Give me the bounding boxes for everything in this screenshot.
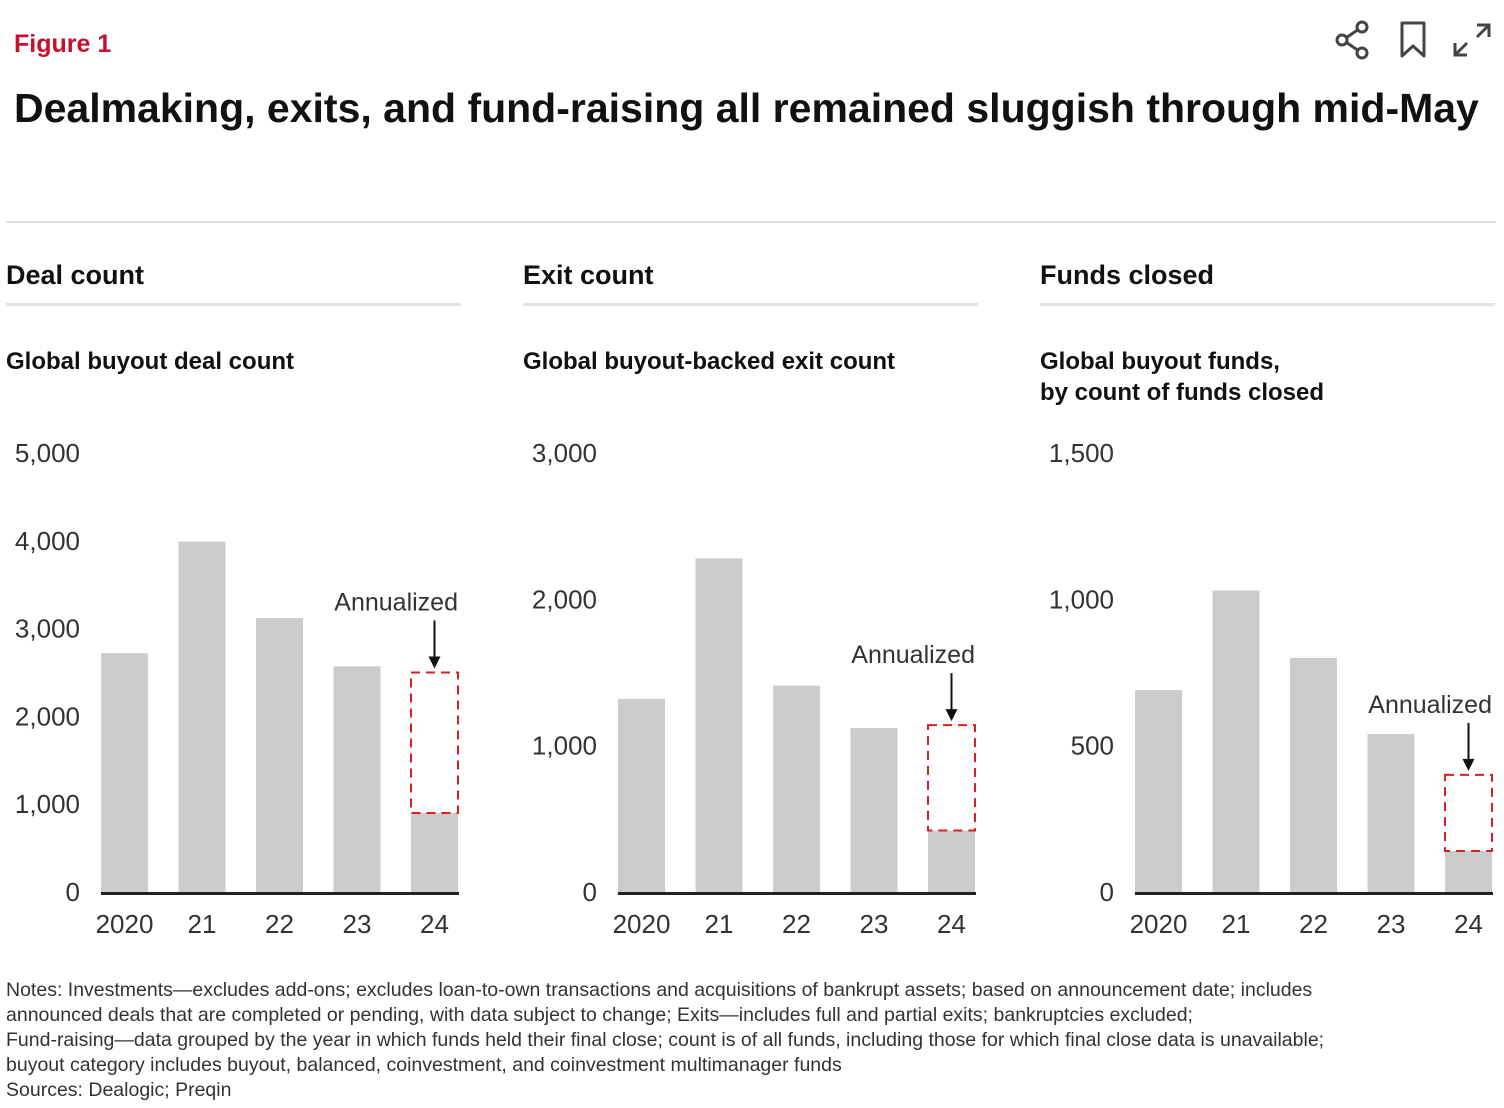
y-tick-label: 4,000	[15, 526, 80, 556]
annotation-label: Annualized	[851, 641, 975, 669]
panel-divider	[523, 303, 978, 306]
annualized-bar-outline	[410, 671, 459, 814]
notes-line: Fund-raising—data grouped by the year in…	[6, 1029, 1325, 1051]
chart-title-line-1: Global buyout funds,	[1040, 348, 1280, 375]
chart-title: Global buyout funds, by count of funds c…	[1040, 346, 1496, 408]
expand-button[interactable]	[1448, 16, 1496, 64]
panel-divider	[1040, 303, 1495, 306]
annualized-bar-outline	[1444, 773, 1493, 853]
bar-21	[178, 541, 226, 892]
y-tick-label: 3,000	[15, 614, 80, 644]
x-tick-label: 24	[420, 909, 449, 939]
y-tick-label: 3,000	[532, 438, 597, 468]
bar-24	[1445, 851, 1492, 892]
notes-line: announced deals that are completed or pe…	[6, 1004, 1193, 1026]
annotation-arrowhead	[1462, 758, 1475, 771]
x-tick-label: 24	[937, 909, 966, 939]
y-tick-label: 2,000	[532, 584, 597, 614]
y-tick-label: 5,000	[15, 438, 80, 468]
notes-line: Notes: Investments—excludes add-ons; exc…	[6, 979, 1313, 1001]
y-tick-label: 500	[1071, 731, 1114, 761]
x-tick-label: 24	[1454, 909, 1483, 939]
annotation-arrowhead	[428, 656, 441, 669]
x-tick-label: 22	[782, 909, 811, 939]
x-tick-label: 23	[343, 909, 372, 939]
x-tick-label: 2020	[1130, 909, 1188, 939]
y-tick-label: 1,000	[532, 731, 597, 761]
x-tick-label: 2020	[96, 909, 154, 939]
y-tick-label: 0	[66, 877, 80, 907]
panel-title: Funds closed	[1040, 260, 1215, 290]
bookmark-icon	[1400, 21, 1426, 58]
bar-24	[928, 830, 975, 892]
annotation-label: Annualized	[334, 589, 458, 617]
panel-funds-closed: Funds closed Global buyout funds, by cou…	[1040, 250, 1496, 950]
figure-title: Dealmaking, exits, and fund-raising all …	[14, 85, 1479, 131]
y-tick-label: 2,000	[15, 701, 80, 731]
bar-23	[1367, 733, 1415, 892]
expand-icon	[1453, 23, 1491, 57]
panel-deal-count: Deal count Global buyout deal count 0 1,0…	[6, 250, 462, 950]
funds-closed-chart: 0 500 1,000 1,500 2020 21 22 23 24 Annualized	[1049, 438, 1493, 939]
x-tick-label: 21	[1222, 909, 1251, 939]
x-tick-label: 23	[860, 909, 889, 939]
share-icon	[1335, 20, 1369, 60]
bookmark-button[interactable]	[1390, 16, 1438, 64]
chart-toolbar	[1330, 16, 1500, 66]
x-tick-label: 21	[705, 909, 734, 939]
deal-count-chart: 0 1,000 2,000 3,000 4,000 5,000 2020 21 22 23 24 An…	[15, 438, 459, 939]
bar-2020	[101, 653, 148, 892]
panel-exit-count: Exit count Global buyout-backed exit cou…	[523, 250, 979, 950]
bar-23	[333, 666, 381, 892]
chart-title-line-2: by count of funds closed	[1040, 379, 1325, 406]
y-tick-label: 1,500	[1049, 438, 1114, 468]
bar-24	[411, 812, 458, 892]
bar-2020	[1135, 690, 1182, 892]
y-tick-label: 1,000	[15, 789, 80, 819]
bar-23	[850, 728, 898, 892]
sources-line: Sources: Dealogic; Preqin	[6, 1079, 232, 1101]
bar-22	[256, 618, 303, 892]
bar-21	[1212, 590, 1260, 892]
x-tick-label: 23	[1377, 909, 1406, 939]
bar-22	[773, 685, 820, 892]
bar-22	[1290, 657, 1337, 892]
x-tick-label: 21	[188, 909, 217, 939]
annotation-arrowhead	[945, 709, 958, 722]
panel-title: Deal count	[6, 260, 145, 290]
panel-divider	[6, 303, 461, 306]
x-tick-label: 22	[265, 909, 294, 939]
figure-label: Figure 1	[14, 30, 112, 58]
chart-title: Global buyout-backed exit count	[523, 348, 896, 375]
title-divider	[6, 221, 1496, 223]
share-button[interactable]	[1330, 16, 1378, 64]
bar-2020	[618, 698, 665, 892]
x-tick-label: 22	[1299, 909, 1328, 939]
bar-21	[695, 558, 743, 892]
x-tick-label: 2020	[613, 909, 671, 939]
y-tick-label: 0	[583, 877, 597, 907]
notes: Notes: Investments—excludes add-ons; exc…	[6, 978, 1496, 1103]
notes-line: buyout category includes buyout, balance…	[6, 1054, 842, 1076]
annualized-bar-outline	[927, 724, 976, 832]
chart-title: Global buyout deal count	[6, 348, 294, 375]
panel-title: Exit count	[523, 260, 654, 290]
y-tick-label: 0	[1100, 877, 1114, 907]
y-tick-label: 1,000	[1049, 584, 1114, 614]
annotation-label: Annualized	[1368, 691, 1492, 719]
exit-count-chart: 0 1,000 2,000 3,000 2020 21 22 23 24 Annualized	[532, 438, 976, 939]
